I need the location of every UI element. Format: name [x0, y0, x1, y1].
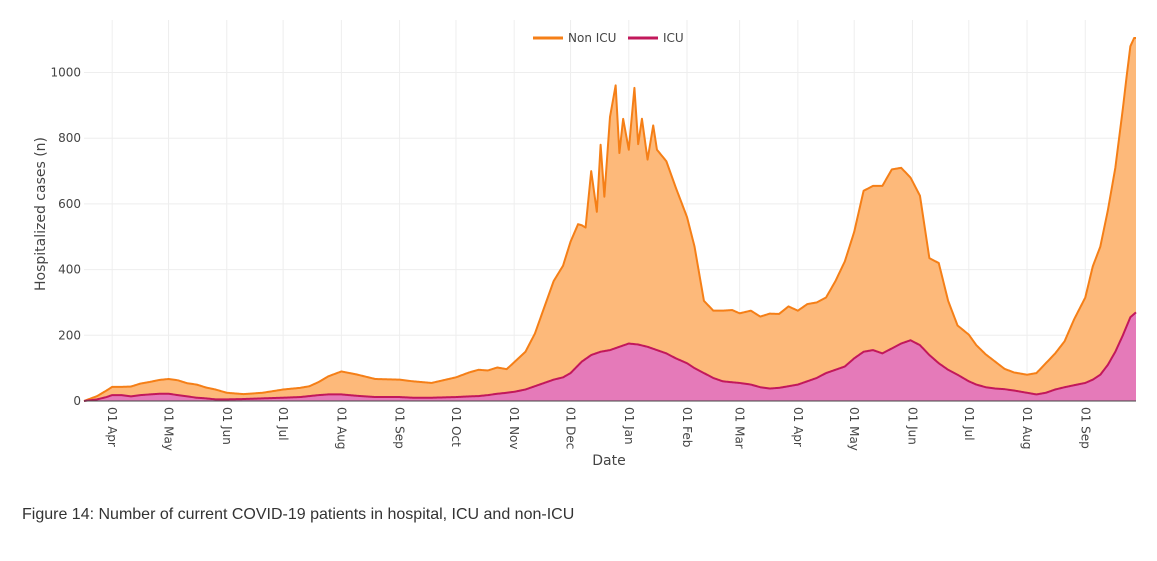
legend-item-non-icu[interactable]: Non ICU [533, 31, 616, 45]
y-tick-label: 1000 [50, 66, 81, 80]
stacked-areas [83, 37, 1137, 402]
legend[interactable]: Non ICU ICU [533, 31, 684, 45]
y-axis-title: Hospitalized cases (n) [33, 137, 49, 291]
y-tick-label: 0 [73, 394, 81, 408]
y-tick-label: 400 [58, 263, 81, 277]
x-tick-label: 01 Aug [1020, 407, 1034, 450]
x-tick-label: 01 Jul [962, 407, 976, 441]
non-icu-line [83, 37, 1137, 402]
x-tick-label: 01 Oct [449, 407, 463, 447]
legend-label-non-icu: Non ICU [568, 31, 616, 45]
legend-item-icu[interactable]: ICU [628, 31, 684, 45]
x-tick-label: 01 Dec [564, 407, 578, 449]
x-tick-label: 01 Sep [393, 407, 407, 449]
x-axis-title: Date [592, 453, 625, 469]
x-tick-label: 01 Mar [733, 407, 747, 449]
icu-area [84, 312, 1136, 401]
x-tick-label: 01 May [162, 407, 176, 451]
icu-line [83, 311, 1137, 402]
x-tick-label: 01 Feb [680, 407, 694, 447]
x-tick-label: 01 Apr [105, 407, 119, 447]
x-tick-label: 01 Jul [276, 407, 290, 441]
x-tick-label: 01 Jun [905, 407, 919, 445]
x-tick-label: 01 Aug [334, 407, 348, 450]
x-tick-label: 01 Jan [622, 407, 636, 445]
y-axis-ticks: 0 200 400 600 800 1000 [50, 66, 81, 408]
x-tick-label: 01 Nov [507, 407, 521, 450]
x-tick-label: 01 Jun [220, 407, 234, 445]
x-tick-label: 01 May [847, 407, 861, 451]
y-tick-label: 600 [58, 197, 81, 211]
non-icu-area [84, 38, 1136, 402]
figure-caption: Figure 14: Number of current COVID-19 pa… [22, 506, 575, 523]
x-axis-ticks: 01 Apr 01 May 01 Jun 01 Jul 01 Aug 01 Sep 01 O… [105, 407, 1092, 451]
hospitalization-chart: 0 200 400 600 800 1000 01 Apr 01 May 01 Jun 01 J… [33, 20, 1137, 469]
legend-label-icu: ICU [663, 31, 684, 45]
y-tick-label: 200 [58, 328, 81, 342]
x-tick-label: 01 Sep [1078, 407, 1092, 449]
y-tick-label: 800 [58, 131, 81, 145]
x-tick-label: 01 Apr [791, 407, 805, 447]
